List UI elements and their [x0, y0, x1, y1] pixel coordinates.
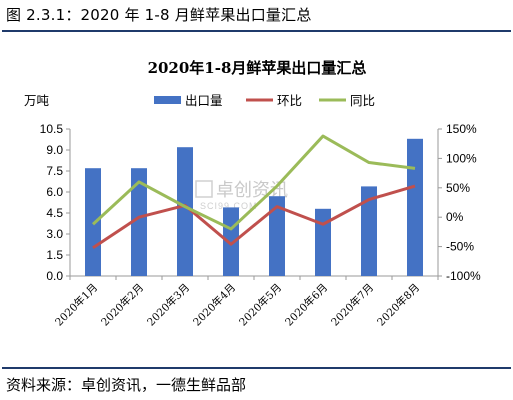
watermark: 卓创资讯 SCI99.COM	[195, 180, 288, 211]
legend: 出口量 环比 同比	[154, 93, 375, 108]
bar-export-2	[131, 168, 147, 276]
left-tick-label: 7.5	[46, 164, 63, 178]
x-tick-label: 2020年4月	[190, 281, 238, 329]
legend-swatch-export	[154, 96, 181, 104]
right-tick-label: -100%	[446, 269, 481, 283]
left-tick-label: 10.5	[40, 122, 64, 136]
chart-title: 2020年1-8月鲜苹果出口量汇总	[148, 59, 367, 77]
bar-export-5	[269, 196, 285, 276]
bar-export-8	[407, 138, 423, 276]
bar-export-1	[85, 168, 101, 276]
bar-export-6	[315, 208, 331, 276]
right-tick-label: 0%	[446, 210, 464, 224]
left-tick-label: 3.0	[46, 227, 63, 241]
right-tick-label: 100%	[446, 151, 477, 165]
y-axis-unit-label: 万吨	[24, 93, 50, 108]
x-tick-label: 2020年2月	[98, 281, 146, 329]
figure-caption: 图 2.3.1：2020 年 1-8 月鲜苹果出口量汇总	[6, 6, 312, 24]
left-tick-label: 9.0	[46, 143, 63, 157]
left-tick-label: 6.0	[46, 185, 63, 199]
bar-export-3	[177, 147, 193, 276]
x-tick-label: 2020年1月	[52, 281, 100, 329]
bottom-rule	[2, 367, 511, 369]
x-tick-label: 2020年8月	[374, 281, 422, 329]
x-tick-label: 2020年7月	[328, 281, 376, 329]
top-rule	[2, 30, 511, 32]
line-series-yoy	[91, 134, 416, 231]
left-tick-label: 0.0	[46, 269, 63, 283]
watermark-logo-icon	[195, 180, 213, 198]
left-tick-label: 4.5	[46, 206, 63, 220]
watermark-subtext: SCI99.COM	[200, 201, 258, 211]
x-tick-label: 2020年6月	[282, 281, 330, 329]
x-tick-label: 2020年3月	[144, 281, 192, 329]
legend-label-mom: 环比	[277, 93, 302, 108]
right-tick-label: -50%	[446, 240, 474, 254]
x-tick-label: 2020年5月	[236, 281, 284, 329]
line-series-mom	[92, 184, 416, 250]
watermark-text: 卓创资讯	[216, 180, 288, 201]
bar-export-7	[361, 186, 377, 276]
chart: 2020年1-8月鲜苹果出口量汇总 万吨 卓创资讯 SCI99.COM 出口量 …	[24, 59, 481, 329]
right-tick-label: 150%	[446, 122, 477, 136]
right-tick-label: 50%	[446, 181, 470, 195]
source-note: 资料来源：卓创资讯，一德生鲜品部	[6, 376, 247, 394]
legend-label-yoy: 同比	[350, 93, 375, 108]
left-tick-label: 1.5	[46, 248, 63, 262]
bar-export-4	[223, 207, 239, 276]
legend-label-export: 出口量	[185, 93, 223, 108]
